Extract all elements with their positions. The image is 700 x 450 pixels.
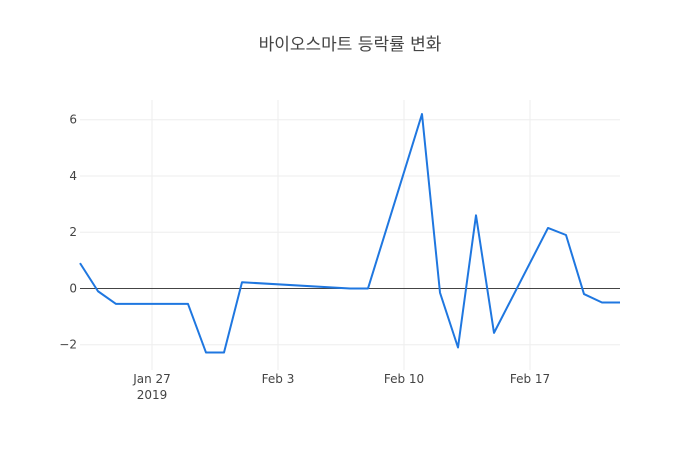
series-line (79, 113, 620, 354)
data-point[interactable] (545, 225, 551, 231)
y-tick-label: 6 (69, 113, 77, 127)
data-point[interactable] (113, 301, 119, 307)
series (77, 111, 623, 356)
data-point[interactable] (473, 212, 479, 218)
data-point[interactable] (491, 330, 497, 336)
data-point[interactable] (581, 291, 587, 297)
data-point[interactable] (419, 111, 425, 117)
data-point[interactable] (365, 285, 371, 291)
data-point[interactable] (239, 279, 245, 285)
data-point[interactable] (563, 232, 569, 238)
data-point[interactable] (203, 350, 209, 356)
x-axis: Jan 27 2019 Feb 3 Feb 10 Feb 17 (132, 372, 550, 402)
x-tick-label: Feb 17 (510, 372, 550, 386)
data-point[interactable] (437, 290, 443, 296)
y-axis: −2 0 2 4 6 (59, 113, 77, 352)
data-point[interactable] (617, 300, 623, 306)
data-point[interactable] (95, 288, 101, 294)
x-tick-label: Feb 10 (384, 372, 424, 386)
data-point[interactable] (347, 285, 353, 291)
y-tick-label: 0 (69, 281, 77, 295)
y-tick-label: 4 (69, 169, 77, 183)
y-tick-label: 2 (69, 225, 77, 239)
y-tick-label: −2 (59, 338, 77, 352)
data-point[interactable] (455, 345, 461, 351)
x-tick-label: Jan 27 (132, 372, 171, 386)
data-point[interactable] (221, 350, 227, 356)
data-point[interactable] (185, 301, 191, 307)
data-point[interactable] (599, 300, 605, 306)
grid (80, 100, 620, 370)
x-tick-label: Feb 3 (262, 372, 295, 386)
chart-title: 바이오스마트 등락률 변화 (259, 35, 442, 55)
x-tick-year-label: 2019 (137, 388, 168, 402)
data-point[interactable] (167, 301, 173, 307)
data-point[interactable] (77, 260, 83, 266)
